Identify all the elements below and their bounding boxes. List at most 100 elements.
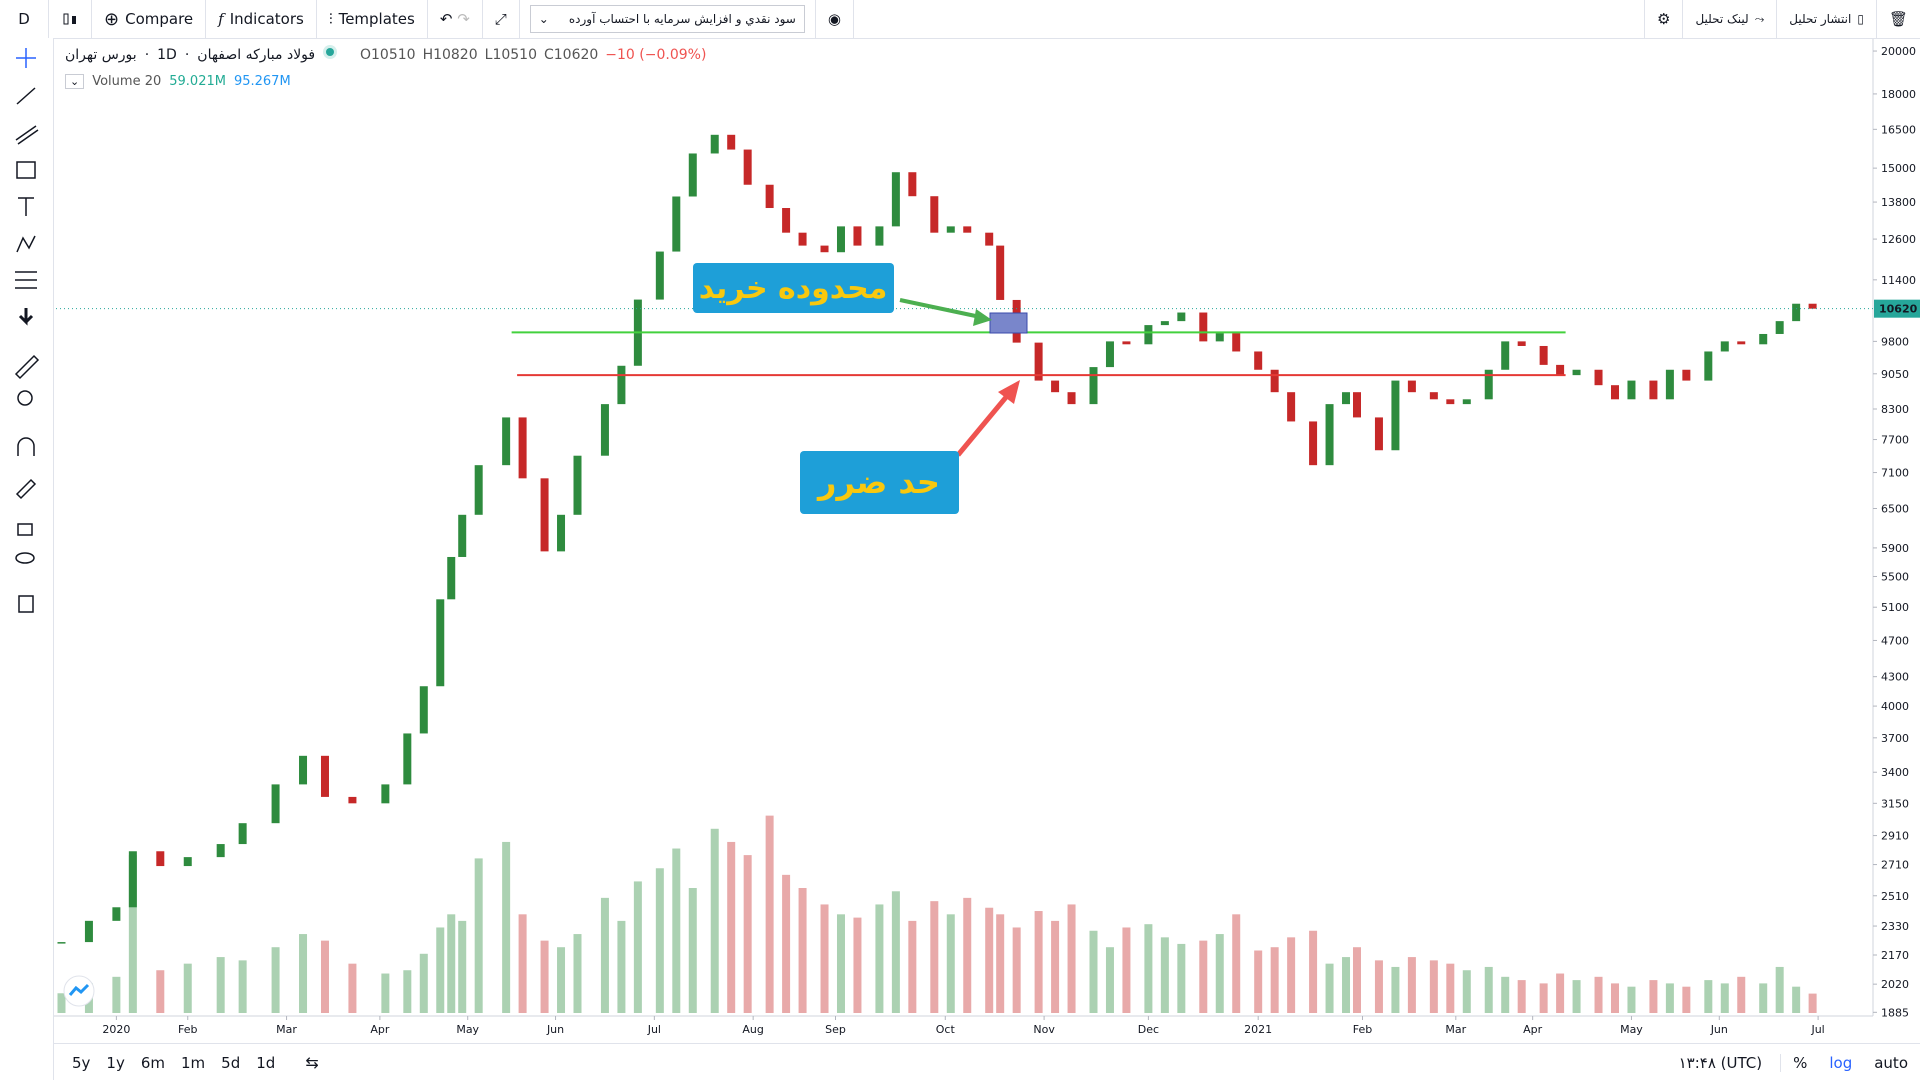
hide-button[interactable]: ◉ xyxy=(814,0,854,38)
range-button[interactable]: 6m xyxy=(140,1053,165,1072)
ohlc-value: O10510 xyxy=(360,47,416,63)
trash-icon[interactable] xyxy=(0,588,53,628)
compare-button[interactable]: ⊕ Compare xyxy=(92,0,207,38)
prediction-tool[interactable] xyxy=(15,271,37,289)
candle-body xyxy=(1610,385,1619,400)
logo-mark xyxy=(68,983,90,996)
y-tick-label: 3700 xyxy=(1881,732,1909,745)
candle-body xyxy=(1792,303,1801,322)
y-tick-label: 2170 xyxy=(1881,949,1909,962)
interval[interactable]: D xyxy=(0,0,49,38)
arrow xyxy=(956,388,1014,457)
candle-body xyxy=(112,907,121,921)
auto-toggle[interactable]: auto xyxy=(1874,1053,1908,1072)
candle-body xyxy=(963,226,972,233)
clock: ۱۳:۴۸ (UTC) xyxy=(1679,1053,1782,1072)
shape-tool[interactable] xyxy=(16,161,36,179)
volume-bar xyxy=(891,891,900,1013)
buy-zone-box xyxy=(989,312,1028,334)
range-button[interactable]: 1y xyxy=(106,1053,125,1072)
candle-body xyxy=(672,196,681,252)
dot: · xyxy=(184,47,190,63)
layout-select[interactable]: سود نقدي و افزايش سرمايه با احتساب آورده… xyxy=(529,5,805,33)
candle-body xyxy=(688,153,697,197)
candle-body xyxy=(655,251,664,300)
volume-bar xyxy=(557,947,566,1013)
goto-date[interactable]: ⇆ xyxy=(305,1053,319,1072)
candle-body xyxy=(1232,333,1241,352)
ohlc-value: L10510 xyxy=(484,47,537,63)
collapse[interactable]: ⌄ xyxy=(65,74,85,89)
candle-body xyxy=(1342,392,1351,405)
range-button[interactable]: 1d xyxy=(256,1053,276,1072)
logo xyxy=(63,975,95,1007)
candle-body xyxy=(1720,341,1729,352)
volume-bar xyxy=(320,940,329,1013)
icon: 🗑 xyxy=(1888,10,1908,28)
candle-body xyxy=(1775,321,1784,334)
volume-bar xyxy=(1665,983,1674,1013)
x-tick-label: May xyxy=(456,1023,479,1036)
icon: ⌄ xyxy=(538,12,549,26)
volume-bar xyxy=(156,970,165,1013)
volume-bar xyxy=(57,993,66,1013)
volume-bar xyxy=(502,841,511,1013)
volume-bar xyxy=(1309,930,1318,1013)
icon: ▯ xyxy=(1857,12,1864,26)
log-toggle[interactable]: log xyxy=(1829,1053,1853,1072)
indicators-label: Indicators xyxy=(229,10,304,28)
indicators-button[interactable]: f Indicators xyxy=(206,0,317,38)
percent-toggle[interactable]: % xyxy=(1793,1053,1808,1072)
volume-bar xyxy=(1649,980,1658,1013)
hide-tool[interactable] xyxy=(15,552,35,564)
y-tick-label: 11400 xyxy=(1881,274,1916,287)
candle-body xyxy=(600,404,609,456)
fullscreen[interactable]: ⤢ xyxy=(483,0,520,38)
undo-redo[interactable]: ↶ ↷ xyxy=(428,0,483,38)
y-tick-label: 16500 xyxy=(1881,123,1916,136)
range-button[interactable]: 5y xyxy=(72,1053,91,1072)
crosshair-tool[interactable] xyxy=(16,48,36,68)
measure-tool[interactable] xyxy=(14,354,40,380)
x-tick-label: Sep xyxy=(825,1023,846,1036)
icon: ↶ ↷ xyxy=(439,10,470,28)
volume-bar xyxy=(930,901,939,1013)
candle-body xyxy=(1407,380,1416,393)
lock-tool[interactable] xyxy=(17,523,33,536)
candle-body xyxy=(782,208,791,233)
templates-button[interactable]: ⫶ Templates xyxy=(317,0,428,38)
pitchfork-tool[interactable] xyxy=(15,125,39,145)
candle-body xyxy=(502,417,511,466)
icon: ⊕ xyxy=(104,8,120,30)
y-tick-label: 3400 xyxy=(1881,766,1909,779)
volume-bar xyxy=(447,914,456,1013)
drawing-mode[interactable] xyxy=(15,478,37,500)
candle-body xyxy=(908,172,917,197)
range-button[interactable]: 1m xyxy=(181,1053,206,1072)
pattern-tool[interactable] xyxy=(16,235,36,253)
candle-body xyxy=(474,465,483,515)
volume-name: Volume 20 xyxy=(92,74,162,89)
delete[interactable]: 🗑 xyxy=(1877,0,1920,38)
settings[interactable]: ⚙ xyxy=(1644,0,1684,38)
volume-bar xyxy=(1374,960,1383,1013)
range-button[interactable]: 5d xyxy=(221,1053,241,1072)
share-link[interactable]: لینک تحلیل ⤳ xyxy=(1683,0,1778,38)
trendline-tool[interactable] xyxy=(16,87,36,105)
volume-bar xyxy=(946,914,955,1013)
volume-bar xyxy=(1012,927,1021,1013)
magnet-tool[interactable] xyxy=(17,437,35,456)
candle-body xyxy=(320,755,329,797)
text-tool[interactable] xyxy=(18,197,34,216)
zoom-tool[interactable] xyxy=(17,390,33,406)
volume-bar xyxy=(743,855,752,1013)
volume-bar xyxy=(633,881,642,1013)
volume-bar xyxy=(299,934,308,1013)
volume-bar xyxy=(1484,966,1493,1013)
candle-body xyxy=(710,134,719,154)
arrow-tool[interactable] xyxy=(18,308,34,326)
volume-bar xyxy=(1122,927,1131,1013)
publish[interactable]: انتشار تحلیل ▯ xyxy=(1777,0,1877,38)
candle-body xyxy=(727,134,736,150)
chart-style[interactable] xyxy=(49,0,92,38)
